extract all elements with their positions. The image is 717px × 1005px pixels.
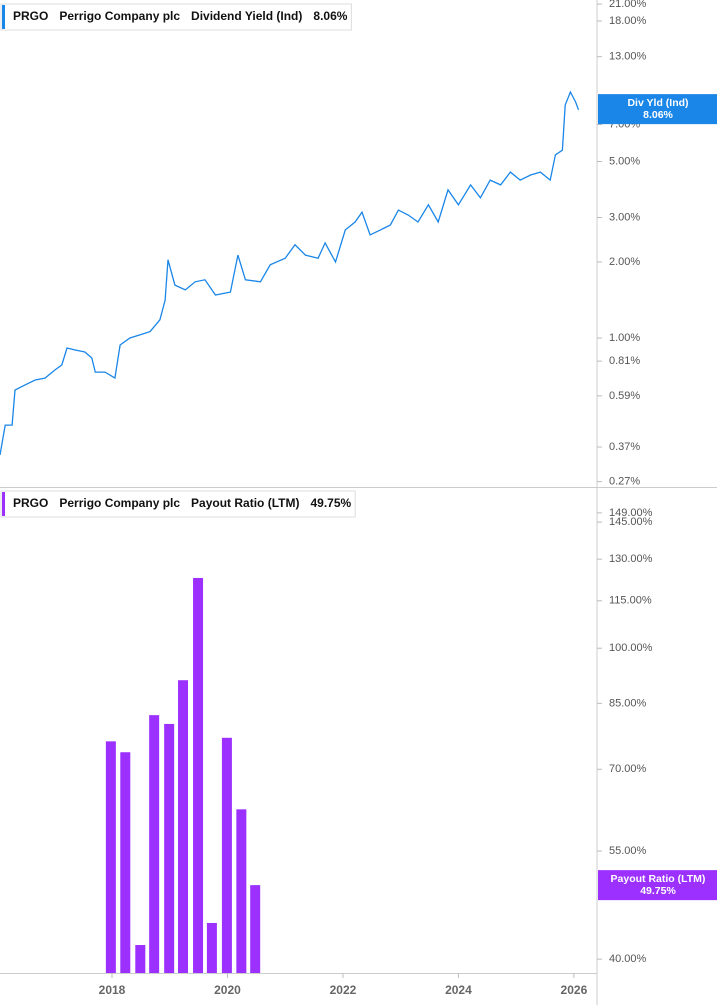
y-tick-label: 0.37% — [609, 441, 640, 453]
legend-ticker: PRGO — [13, 9, 48, 23]
bar — [135, 945, 146, 973]
bar — [178, 680, 189, 973]
y-tick-label: 2.00% — [609, 256, 640, 268]
value-tag-label: 8.06% — [643, 109, 673, 121]
y-tick-label: 55.00% — [609, 845, 647, 857]
y-tick-label: 21.00% — [609, 0, 647, 10]
y-tick-label: 18.00% — [609, 15, 647, 27]
legend: PRGO Perrigo Company plc Dividend Yield (I… — [0, 3, 352, 31]
legend-value: 49.75% — [310, 496, 351, 510]
legend-ticker: PRGO — [13, 496, 48, 510]
value-tag-name: Payout Ratio (LTM) — [611, 873, 706, 885]
value-tag-name: Div Yld (Ind) — [627, 97, 688, 109]
y-tick-label: 149.00% — [609, 507, 653, 519]
bar — [206, 922, 217, 973]
legend-company: Perrigo Company plc — [59, 496, 180, 510]
bar — [236, 809, 247, 973]
bar — [221, 737, 232, 973]
y-tick-label: 40.00% — [609, 953, 647, 965]
bar — [105, 741, 116, 973]
bar — [149, 715, 160, 973]
value-tag — [598, 870, 717, 901]
legend-series: Dividend Yield (Ind) — [191, 9, 302, 23]
legend-swatch — [2, 492, 5, 516]
legend: PRGO Perrigo Company plc Payout Ratio (LTM… — [0, 490, 356, 518]
y-tick-label: 85.00% — [609, 697, 647, 709]
y-tick-label: 130.00% — [609, 553, 653, 565]
y-tick-label: 5.00% — [609, 155, 640, 167]
y-tick-label: 13.00% — [609, 51, 647, 63]
x-tick-label: 2026 — [561, 983, 588, 997]
y-tick-label: 100.00% — [609, 642, 653, 654]
x-tick-label: 2018 — [99, 983, 126, 997]
legend-company: Perrigo Company plc — [59, 9, 180, 23]
legend-box — [0, 490, 356, 518]
x-tick-label: 2024 — [445, 983, 472, 997]
y-tick-label: 1.00% — [609, 332, 640, 344]
y-tick-label: 0.59% — [609, 390, 640, 402]
y-tick-label: 70.00% — [609, 763, 647, 775]
y-tick-label: 115.00% — [609, 595, 652, 607]
legend-swatch — [2, 5, 5, 29]
value-tag-label: 49.75% — [640, 885, 676, 897]
legend-value: 8.06% — [313, 9, 347, 23]
bar — [193, 577, 204, 973]
legend-box — [0, 3, 352, 31]
y-tick-label: 3.00% — [609, 211, 640, 223]
bar — [120, 752, 131, 973]
x-tick-label: 2020 — [214, 983, 241, 997]
legend-series: Payout Ratio (LTM) — [191, 496, 299, 510]
y-tick-label: 0.81% — [609, 355, 640, 367]
line — [0, 90, 580, 456]
bar — [164, 723, 175, 973]
x-tick-label: 2022 — [330, 983, 357, 997]
value-tag — [598, 94, 717, 125]
y-tick-label: 145.00% — [609, 516, 653, 528]
y-tick-label: 0.27% — [609, 475, 640, 487]
bar — [250, 885, 261, 973]
